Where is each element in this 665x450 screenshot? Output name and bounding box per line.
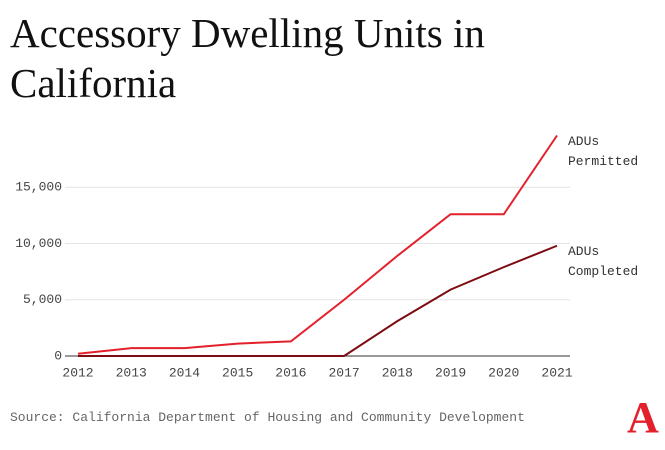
y-tick-label: 10,000 bbox=[15, 236, 62, 251]
y-tick-label: 0 bbox=[54, 348, 62, 363]
x-tick-label: 2020 bbox=[488, 365, 519, 380]
x-tick-label: 2019 bbox=[435, 365, 466, 380]
x-tick-label: 2018 bbox=[382, 365, 413, 380]
legend-label: ADUs Completed bbox=[568, 243, 639, 279]
x-tick-label: 2015 bbox=[222, 365, 253, 380]
x-tick-label: 2017 bbox=[329, 365, 360, 380]
line bbox=[78, 244, 558, 357]
chart-title: Accessory Dwelling Units in California bbox=[10, 10, 485, 106]
y-tick-label: 5,000 bbox=[23, 292, 62, 307]
line bbox=[77, 134, 558, 355]
x-tick-label: 2012 bbox=[62, 365, 93, 380]
x-tick-label: 2014 bbox=[169, 365, 200, 380]
x-tick-label: 2016 bbox=[275, 365, 306, 380]
x-tick-label: 2021 bbox=[541, 365, 572, 380]
source-note: Source: California Department of Housing… bbox=[10, 410, 525, 425]
legend-label: ADUs Permitted bbox=[568, 133, 639, 169]
logo: A bbox=[627, 393, 659, 442]
y-tick-label: 15,000 bbox=[15, 180, 62, 195]
x-tick-label: 2013 bbox=[116, 365, 147, 380]
